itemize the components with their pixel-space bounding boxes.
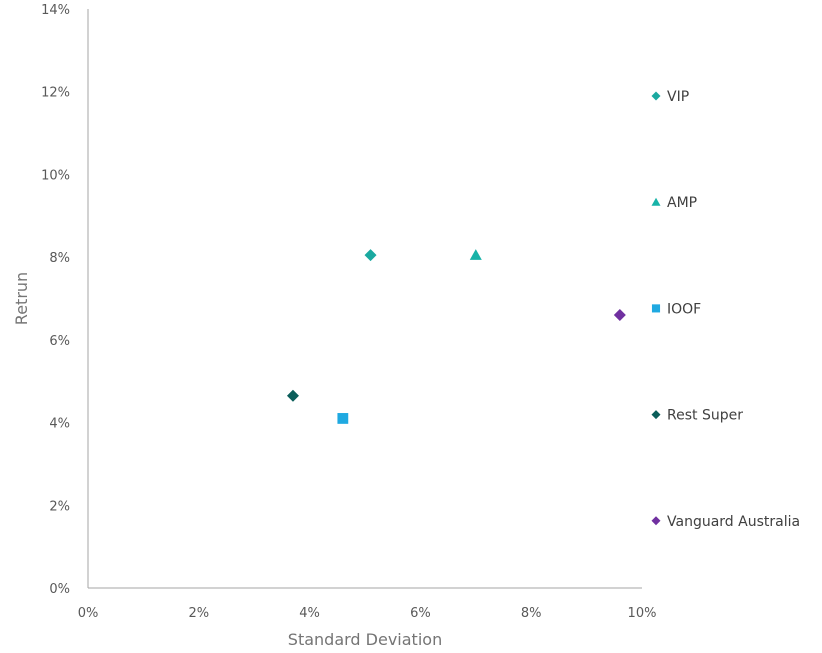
legend-marker bbox=[651, 304, 661, 313]
legend-label: VIP bbox=[667, 89, 689, 105]
x-tick-label: 6% bbox=[410, 606, 431, 621]
x-axis-title: Standard Deviation bbox=[288, 630, 442, 649]
legend-label: Vanguard Australia bbox=[667, 514, 800, 530]
y-axis-title: Retrun bbox=[12, 272, 31, 325]
y-tick-label: 0% bbox=[49, 582, 70, 597]
x-tick-labels: 0% 2% 4% 6% 8% 10% bbox=[78, 606, 657, 621]
legend-marker bbox=[651, 197, 661, 206]
legend: VIP AMP IOOF Rest Super Vanguard Australia bbox=[651, 89, 800, 530]
legend-label: Rest Super bbox=[667, 408, 743, 424]
x-tick-label: 4% bbox=[299, 606, 320, 621]
legend-marker bbox=[651, 410, 661, 420]
y-tick-label: 10% bbox=[41, 168, 70, 183]
data-point bbox=[469, 249, 482, 260]
data-point bbox=[364, 249, 377, 262]
data-point bbox=[337, 413, 349, 424]
x-tick-label: 2% bbox=[188, 606, 209, 621]
legend-label: IOOF bbox=[667, 301, 701, 317]
y-tick-labels: 0% 2% 4% 6% 8% 10% 12% 14% bbox=[41, 3, 70, 597]
y-tick-label: 4% bbox=[49, 417, 70, 432]
legend-marker bbox=[651, 91, 661, 101]
y-tick-label: 14% bbox=[41, 3, 70, 18]
data-point bbox=[613, 309, 626, 322]
y-tick-label: 8% bbox=[49, 251, 70, 266]
y-tick-label: 12% bbox=[41, 86, 70, 101]
legend-label: AMP bbox=[667, 195, 697, 211]
x-tick-label: 10% bbox=[628, 606, 657, 621]
legend-marker bbox=[651, 516, 661, 526]
data-points bbox=[286, 249, 626, 424]
data-point bbox=[286, 389, 299, 402]
x-tick-label: 0% bbox=[78, 606, 99, 621]
y-tick-label: 2% bbox=[49, 499, 70, 514]
y-tick-label: 6% bbox=[49, 334, 70, 349]
axes bbox=[87, 9, 642, 589]
x-tick-label: 8% bbox=[521, 606, 542, 621]
